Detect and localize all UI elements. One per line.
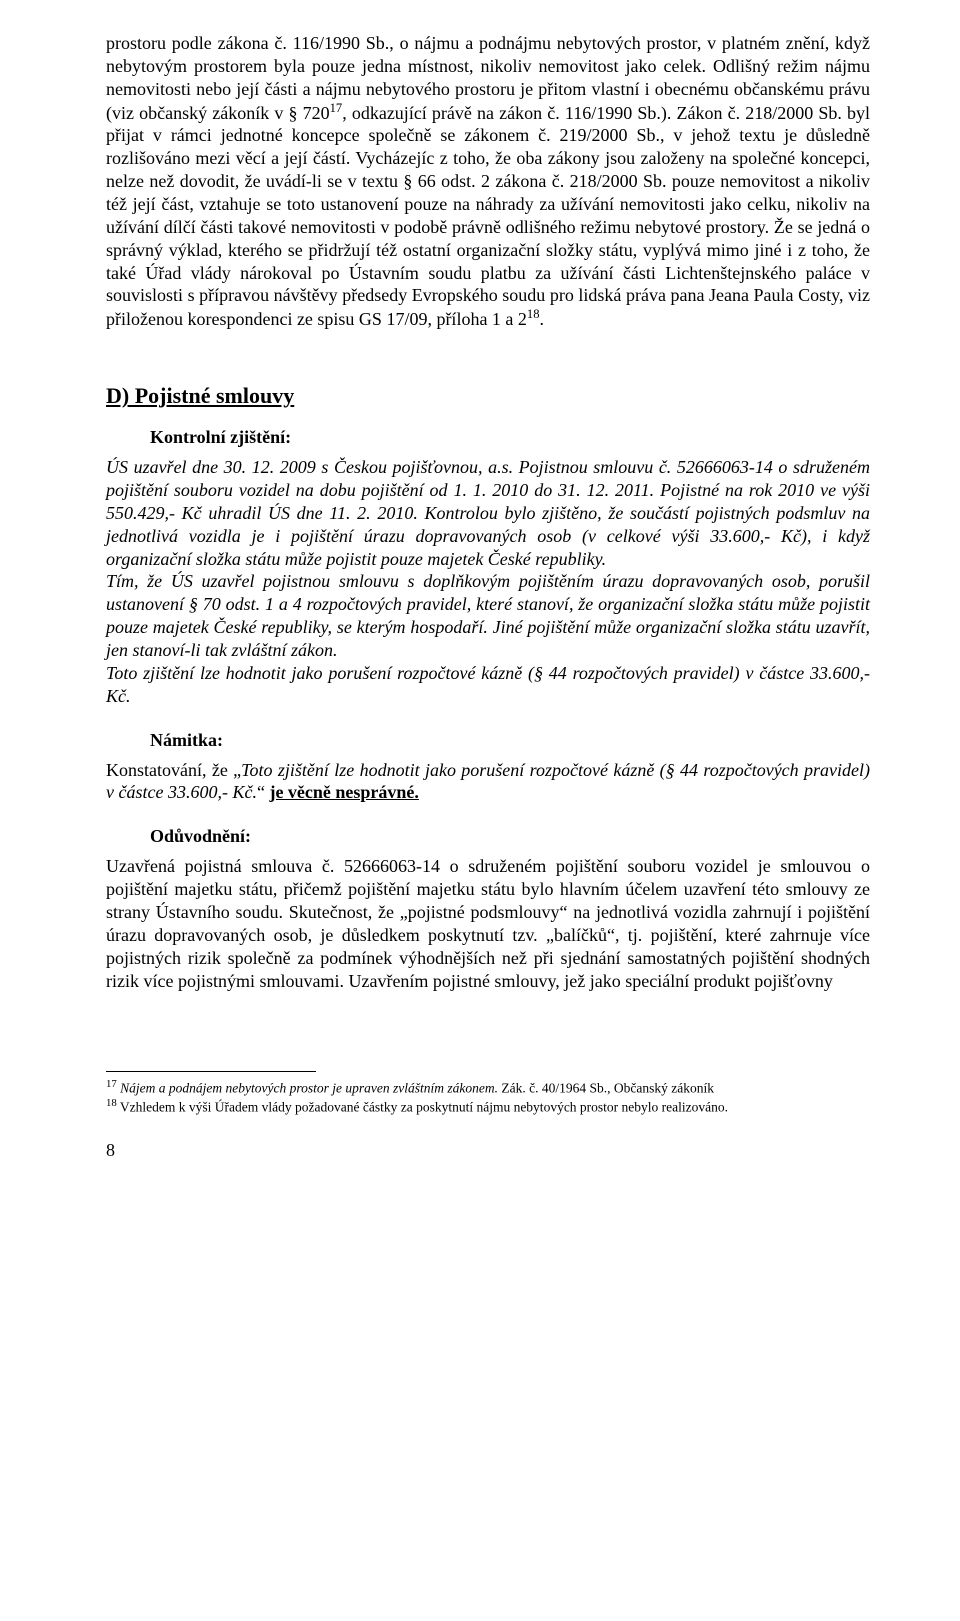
para1-text-b: , odkazující právě na zákon č. 116/1990 …	[106, 103, 870, 330]
namitka-underline: je věcně nesprávné.	[269, 782, 418, 802]
para1-text-end: .	[540, 309, 545, 329]
namitka-text-b: “	[257, 782, 270, 802]
namitka-paragraph: Konstatování, že „Toto zjištění lze hodn…	[106, 759, 870, 805]
footnote-17-rest: Zák. č. 40/1964 Sb., Občanský zákoník	[498, 1080, 714, 1095]
italic-paragraph-2: Tím, že ÚS uzavřel pojistnou smlouvu s d…	[106, 570, 870, 661]
oduvodneni-heading: Odůvodnění:	[150, 826, 870, 847]
oduvodneni-paragraph: Uzavřená pojistná smlouva č. 52666063-14…	[106, 855, 870, 992]
footnote-ref-17: 17	[330, 101, 343, 115]
section-d-heading: D) Pojistné smlouvy	[106, 383, 870, 409]
footnote-ref-18: 18	[527, 307, 540, 321]
footnote-18: 18 Vzhledem k výši Úřadem vlády požadova…	[106, 1097, 870, 1116]
namitka-text-a: Konstatování, že „	[106, 760, 241, 780]
footnote-18-text: Vzhledem k výši Úřadem vlády požadované …	[117, 1099, 728, 1114]
page-number: 8	[106, 1140, 870, 1161]
footnote-18-number: 18	[106, 1097, 117, 1109]
paragraph-main: prostoru podle zákona č. 116/1990 Sb., o…	[106, 32, 870, 331]
kontrolni-zjisteni-heading: Kontrolní zjištění:	[150, 427, 870, 448]
italic-paragraph-3: Toto zjištění lze hodnotit jako porušení…	[106, 662, 870, 708]
footnote-17-number: 17	[106, 1078, 117, 1090]
footnote-17-italic: Nájem a podnájem nebytových prostor je u…	[117, 1080, 498, 1095]
italic-paragraph-1: ÚS uzavřel dne 30. 12. 2009 s Českou poj…	[106, 456, 870, 570]
footnote-17: 17 Nájem a podnájem nebytových prostor j…	[106, 1078, 870, 1097]
footnotes-separator	[106, 1071, 316, 1072]
namitka-heading: Námitka:	[150, 730, 870, 751]
